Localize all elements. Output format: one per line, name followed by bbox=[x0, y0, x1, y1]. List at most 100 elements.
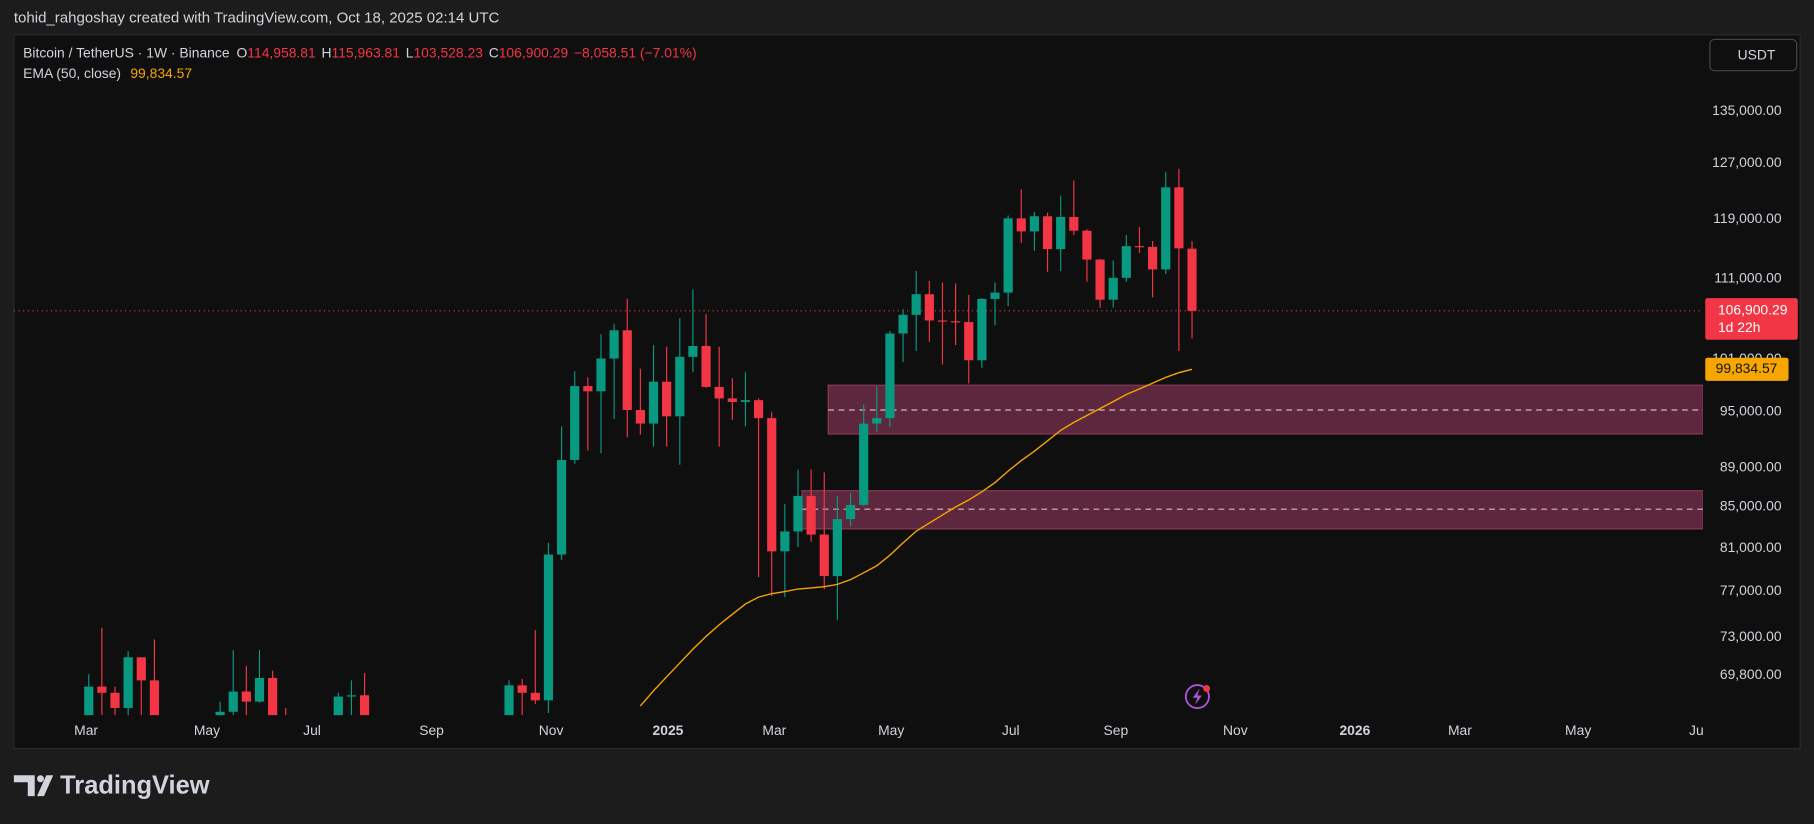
candle-body bbox=[714, 386, 724, 399]
candle-body bbox=[964, 322, 974, 361]
ohlc-value: 103,528.23 bbox=[413, 44, 483, 60]
y-tick-label: 73,000.00 bbox=[1720, 628, 1782, 644]
candle-body bbox=[517, 685, 527, 693]
ema-tag-label: 99,834.57 bbox=[1716, 360, 1778, 376]
y-tick-label: 81,000.00 bbox=[1720, 539, 1782, 555]
candle-body bbox=[556, 459, 567, 555]
last-price-tag bbox=[1705, 298, 1798, 340]
ema-value: 99,834.57 bbox=[130, 65, 192, 81]
candle-body bbox=[123, 657, 133, 708]
candle-body bbox=[1069, 216, 1079, 231]
candle-body bbox=[767, 418, 777, 552]
ema-line bbox=[639, 368, 1193, 707]
candle-body bbox=[951, 321, 961, 323]
overlay: Bitcoin / TetherUS · 1W · Binance O114,95… bbox=[23, 44, 1798, 381]
candle-body bbox=[149, 680, 160, 716]
symbol-title: Bitcoin / TetherUS · 1W · Binance bbox=[23, 44, 230, 60]
candle-body bbox=[806, 495, 816, 535]
x-tick-label: May bbox=[1565, 722, 1591, 738]
y-tick-label: 89,000.00 bbox=[1720, 458, 1782, 474]
candle-body bbox=[1187, 248, 1197, 311]
x-tick-label: Mar bbox=[762, 722, 786, 738]
candle-body bbox=[268, 677, 278, 716]
currency-button[interactable] bbox=[1709, 38, 1798, 72]
candle-body bbox=[859, 423, 869, 505]
change: −8,058.51 (−7.01%) bbox=[574, 44, 697, 60]
countdown: 1d 22h bbox=[1718, 319, 1760, 335]
ema-tag bbox=[1705, 357, 1789, 381]
candle-body bbox=[1161, 187, 1171, 270]
candle-body bbox=[543, 554, 554, 701]
candle-body bbox=[1148, 246, 1158, 270]
candle-body bbox=[885, 333, 895, 419]
ema-name: EMA (50, close) bbox=[23, 65, 121, 81]
x-tick-label: Ju bbox=[1689, 722, 1704, 738]
candle-body bbox=[1003, 218, 1013, 293]
candle-body bbox=[1095, 259, 1105, 300]
ema-legend: EMA (50, close) 99,834.57 bbox=[23, 65, 192, 81]
candle-body bbox=[110, 692, 120, 708]
y-tick-label: 77,000.00 bbox=[1720, 582, 1782, 598]
candle-body bbox=[1056, 216, 1066, 250]
candle-body bbox=[1108, 277, 1118, 300]
candle-body bbox=[254, 677, 265, 702]
x-tick-label: Mar bbox=[74, 722, 98, 738]
candle-body bbox=[504, 685, 514, 716]
legend: Bitcoin / TetherUS · 1W · Binance O114,95… bbox=[23, 44, 696, 60]
ohlc-key: O bbox=[237, 44, 248, 60]
candle-body bbox=[530, 692, 540, 701]
candle-body bbox=[701, 345, 711, 387]
candle-body bbox=[635, 409, 645, 424]
candle-body bbox=[819, 534, 829, 577]
x-tick-label: Nov bbox=[1223, 722, 1248, 738]
axes: 135,000.00 127,000.00 119,000.00 111,000.00… bbox=[74, 102, 1782, 738]
alert-icon[interactable] bbox=[1184, 684, 1210, 710]
candle-body bbox=[583, 386, 593, 392]
ohlc-value: 106,900.29 bbox=[499, 44, 569, 60]
candle-body bbox=[1029, 216, 1040, 232]
candle-body bbox=[1016, 218, 1026, 232]
candle-body bbox=[1082, 230, 1092, 260]
x-tick-label: May bbox=[878, 722, 904, 738]
logo-text: TradingView bbox=[60, 772, 210, 800]
candle-body bbox=[1042, 216, 1053, 250]
last-price-label: 106,900.29 bbox=[1718, 302, 1788, 318]
y-tick-label: 127,000.00 bbox=[1712, 154, 1782, 170]
candle-body bbox=[845, 504, 856, 520]
candle-body bbox=[97, 686, 107, 693]
candle-body bbox=[346, 695, 357, 697]
ohlc-key: C bbox=[489, 44, 499, 60]
logo: TradingView bbox=[13, 772, 210, 800]
candle-body bbox=[740, 400, 751, 402]
candle-body bbox=[84, 686, 94, 716]
candle-body bbox=[990, 292, 1000, 299]
y-tick-label: 95,000.00 bbox=[1720, 402, 1782, 418]
candle-body bbox=[622, 330, 632, 410]
x-tick-label: Mar bbox=[1448, 722, 1472, 738]
candle-body bbox=[1174, 187, 1184, 249]
header: tohid_rahgoshay created with TradingView… bbox=[14, 10, 500, 27]
candle-body bbox=[688, 345, 698, 357]
candle-body bbox=[780, 531, 790, 552]
candle-body bbox=[872, 418, 882, 424]
currency[interactable]: USDT bbox=[1738, 46, 1776, 62]
candle-body bbox=[1134, 246, 1145, 248]
candle-body bbox=[727, 398, 737, 402]
y-tick-label: 119,000.00 bbox=[1713, 210, 1782, 226]
y-tick-label: 135,000.00 bbox=[1712, 102, 1782, 118]
candle-body bbox=[359, 695, 370, 716]
candle-body bbox=[333, 696, 343, 716]
candle-body bbox=[596, 358, 606, 392]
candle-body bbox=[662, 381, 672, 417]
x-tick-label: Jul bbox=[1002, 722, 1020, 738]
candle-body bbox=[753, 400, 764, 419]
x-tick-label: Sep bbox=[419, 722, 444, 738]
y-tick-label: 85,000.00 bbox=[1720, 498, 1782, 514]
zone bbox=[801, 490, 1703, 530]
candle-body bbox=[215, 711, 225, 716]
candle-body bbox=[1121, 246, 1131, 278]
alert-bolt bbox=[1192, 688, 1203, 705]
candle-body bbox=[898, 314, 908, 334]
logo-dot bbox=[37, 775, 44, 783]
